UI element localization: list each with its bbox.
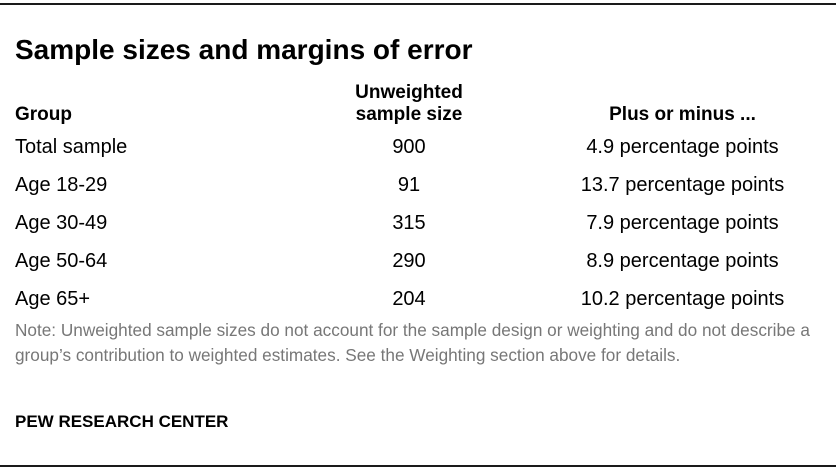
source-credit: PEW RESEARCH CENTER [15, 412, 229, 431]
cell-margin-of-error: 7.9 percentage points [586, 212, 779, 234]
column-header-sample-size-line2: sample size [355, 104, 463, 125]
footnote: Note: Unweighted sample sizes do not acc… [15, 320, 810, 365]
cell-sample-size: 900 [392, 136, 426, 158]
column-header-margin-of-error: Plus or minus ... [609, 104, 756, 125]
bottom-rule [0, 465, 836, 467]
cell-group: Age 30-49 [15, 212, 108, 234]
cell-margin-of-error: 10.2 percentage points [580, 288, 785, 310]
cell-margin-of-error: 13.7 percentage points [580, 174, 785, 196]
column-header-sample-size-line1: Unweighted [355, 82, 463, 103]
column-header-group: Group [15, 104, 72, 125]
table-row: Age 50-64 290 8.9 percentage points [0, 242, 840, 280]
cell-group: Age 65+ [15, 288, 91, 310]
column-header-sample-size: Unweighted sample size [329, 82, 489, 126]
table-row: Age 30-49 315 7.9 percentage points [0, 204, 840, 242]
cell-sample-size: 91 [397, 174, 421, 196]
cell-group: Age 50-64 [15, 250, 108, 272]
table-title: Sample sizes and margins of error [15, 34, 473, 65]
cell-margin-of-error: 8.9 percentage points [586, 250, 779, 272]
cell-sample-size: 290 [392, 250, 426, 272]
cell-margin-of-error: 4.9 percentage points [586, 136, 779, 158]
table-row: Total sample 900 4.9 percentage points [0, 128, 840, 166]
cell-group: Total sample [15, 136, 128, 158]
table-row: Age 18-29 91 13.7 percentage points [0, 166, 840, 204]
cell-sample-size: 315 [392, 212, 426, 234]
cell-sample-size: 204 [392, 288, 426, 310]
table-row: Age 65+ 204 10.2 percentage points [0, 280, 840, 318]
top-rule [0, 3, 836, 5]
cell-group: Age 18-29 [15, 174, 108, 196]
